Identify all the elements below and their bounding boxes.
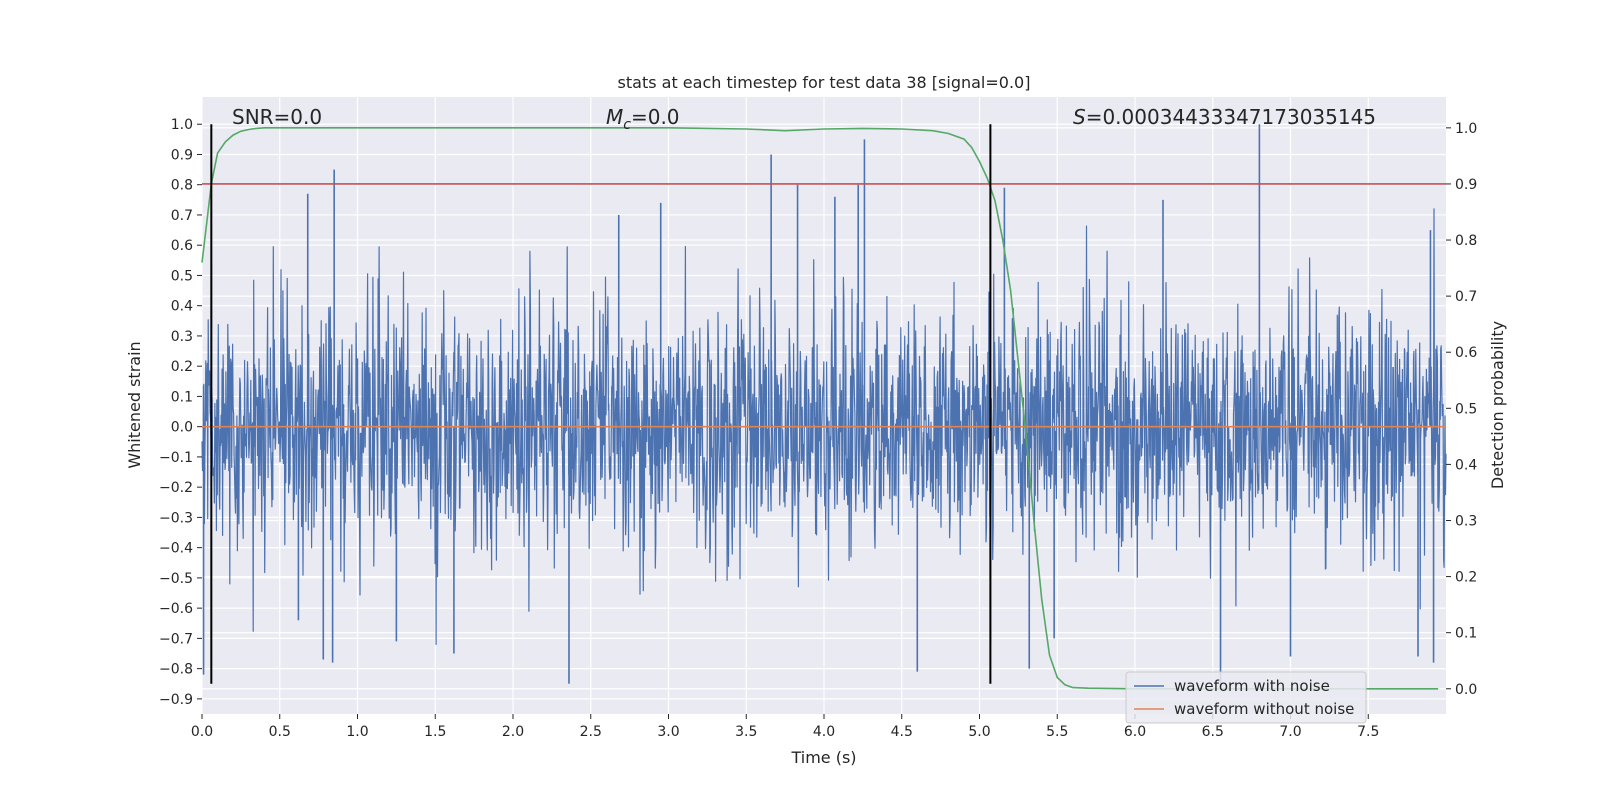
y-tick-label: −0.6 xyxy=(159,601,193,617)
x-tick-label: 1.5 xyxy=(424,724,446,740)
y-tick-label: 1.0 xyxy=(171,117,193,133)
axes-layer: 0.0 0.5 1.0 1.5 2.0 2.5 3.0 3.5 4.0 4.5 5.0 5.5 6.0 6… xyxy=(159,117,1477,740)
y2-tick-label: 1.0 xyxy=(1455,121,1477,137)
s-symbol: S xyxy=(1073,105,1086,129)
mc-symbol: M xyxy=(606,105,623,129)
mc-subscript: c xyxy=(623,117,631,133)
y-tick-label: −0.8 xyxy=(159,662,193,678)
s-annotation: S=0.00034433347173035145 xyxy=(1073,105,1376,129)
y-tick-label: 0.0 xyxy=(171,420,193,436)
legend-label-noise: waveform with noise xyxy=(1174,677,1330,695)
legend-label-clean: waveform without noise xyxy=(1174,700,1354,718)
y-tick-label: −0.9 xyxy=(159,692,193,708)
y-tick-label: 0.4 xyxy=(171,299,193,315)
legend-box xyxy=(1125,671,1367,724)
y-tick-label: 0.3 xyxy=(171,329,193,345)
y2-tick-label: 0.5 xyxy=(1455,401,1477,417)
y-tick-label: −0.5 xyxy=(159,571,193,587)
y-tick-label: 0.9 xyxy=(171,147,193,163)
x-tick-label: 3.0 xyxy=(657,724,679,740)
y-tick-label: 0.6 xyxy=(171,238,193,254)
x-tick-label: 5.0 xyxy=(968,724,990,740)
y2-tick-label: 0.6 xyxy=(1455,345,1477,361)
y2-tick-label: 0.9 xyxy=(1455,177,1477,193)
y2-tick-label: 0.1 xyxy=(1455,626,1477,642)
y-tick-label: 0.1 xyxy=(171,389,193,405)
y2-tick-label: 0.0 xyxy=(1455,682,1477,698)
x-tick-label: 2.5 xyxy=(580,724,602,740)
chart-title: stats at each timestep for test data 38 … xyxy=(618,73,1031,92)
x-tick-label: 4.0 xyxy=(813,724,835,740)
mc-value: =0.0 xyxy=(631,105,680,129)
y2-tick-label: 0.2 xyxy=(1455,570,1477,586)
series-line-2 xyxy=(201,127,1439,690)
x-tick-label: 6.5 xyxy=(1202,724,1224,740)
y-tick-label: −0.1 xyxy=(159,450,193,466)
x-tick-label: 7.0 xyxy=(1279,724,1301,740)
x-tick-label: 3.5 xyxy=(735,724,757,740)
y-tick-label: −0.2 xyxy=(159,480,193,496)
series-noisy-waveform xyxy=(201,208,1447,645)
y-tick-label: 0.7 xyxy=(171,208,193,224)
x-tick-label: 0.0 xyxy=(191,724,213,740)
x-tick-label: 4.5 xyxy=(891,724,913,740)
series-layer xyxy=(201,124,1447,690)
y2-tick-label: 0.4 xyxy=(1455,457,1477,473)
s-value: =0.00034433347173035145 xyxy=(1086,105,1376,129)
x-tick-label: 5.5 xyxy=(1046,724,1068,740)
snr-annotation: SNR=0.0 xyxy=(232,105,322,129)
y-tick-label: −0.4 xyxy=(159,541,193,557)
y-tick-label: 0.2 xyxy=(171,359,193,375)
mc-annotation: Mc=0.0 xyxy=(606,105,680,133)
y-tick-label: −0.3 xyxy=(159,510,193,526)
x-tick-label: 0.5 xyxy=(269,724,291,740)
x-tick-label: 2.0 xyxy=(502,724,524,740)
legend: waveform with noise waveform without noi… xyxy=(1125,671,1367,724)
y2-tick-label: 0.3 xyxy=(1455,513,1477,529)
y2-tick-label: 0.7 xyxy=(1455,289,1477,305)
y-tick-label: 0.8 xyxy=(171,178,193,194)
y-tick-label: 0.5 xyxy=(171,268,193,284)
y2-axis-label: Detection probability xyxy=(1488,321,1507,489)
y2-tick-label: 0.8 xyxy=(1455,233,1477,249)
x-axis-label: Time (s) xyxy=(790,748,856,767)
x-tick-label: 6.0 xyxy=(1124,724,1146,740)
x-tick-label: 1.0 xyxy=(346,724,368,740)
y-axis-label: Whitened strain xyxy=(125,341,144,468)
y-tick-label: −0.7 xyxy=(159,631,193,647)
x-tick-label: 7.5 xyxy=(1357,724,1379,740)
